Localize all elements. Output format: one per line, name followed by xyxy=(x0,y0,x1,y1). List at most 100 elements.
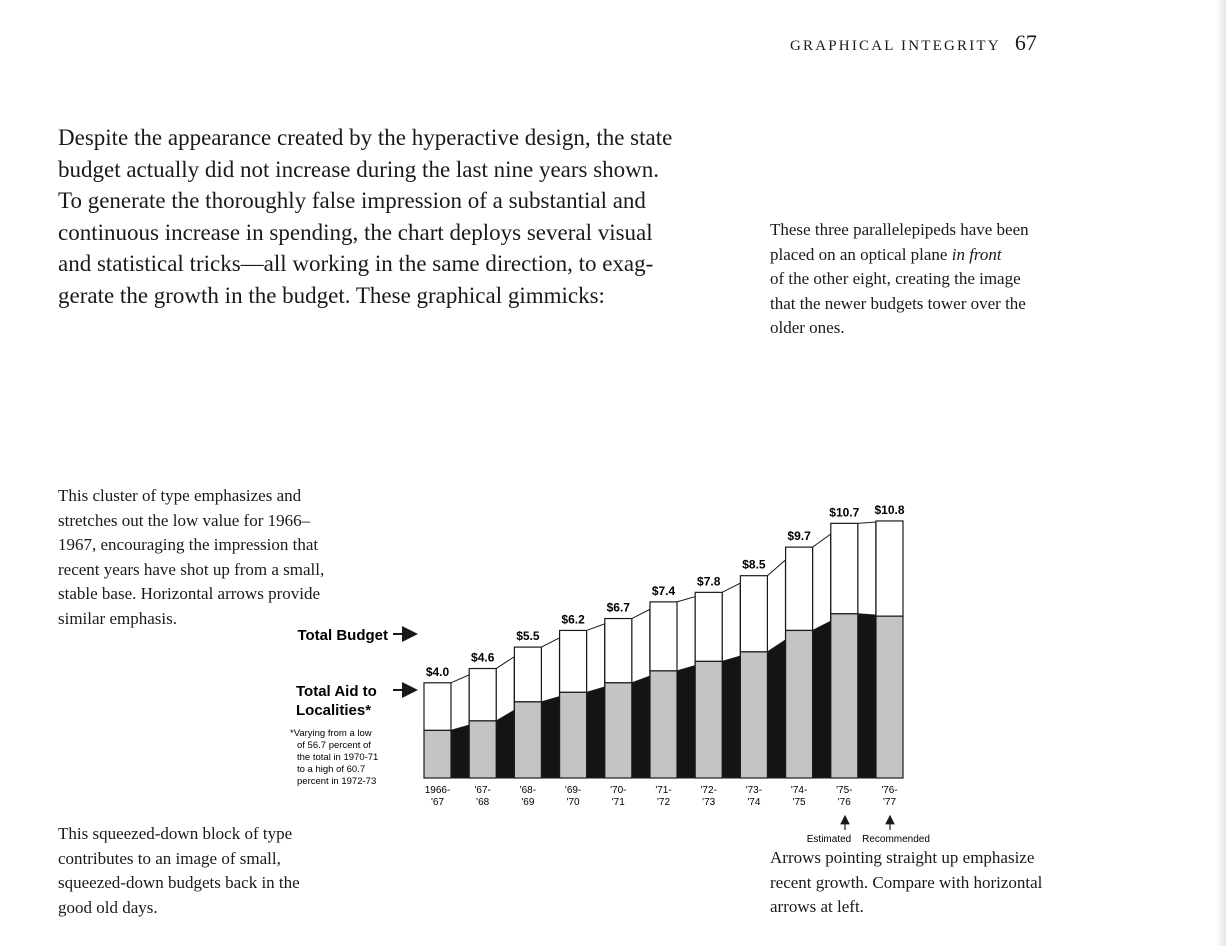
x-tick-label: '73 xyxy=(702,797,715,808)
bar-group xyxy=(694,582,741,779)
x-tick-label: '75 xyxy=(793,797,806,808)
legend-aid-line2: Localities* xyxy=(296,702,371,719)
bar-value-label: $5.5 xyxy=(516,629,540,643)
bar-total-budget xyxy=(649,601,678,672)
note-line: stable base. Horizontal arrows provide xyxy=(58,584,320,604)
note-line: squeezed-down budgets back in the xyxy=(58,873,300,893)
bar-side-aid xyxy=(540,695,560,779)
bar-aid-localities xyxy=(830,613,859,779)
bar-aid-localities xyxy=(558,691,588,779)
bar-total-budget xyxy=(423,682,452,731)
note-line: These three parallelepipeds have been xyxy=(770,220,1029,239)
recommended-label: Recommended xyxy=(862,834,930,845)
x-tick-label: '73- xyxy=(746,785,762,796)
bar-aid-localities xyxy=(649,670,678,779)
note-line: stretches out the low value for 1966– xyxy=(58,510,311,530)
body-line: budget actually did not increase during … xyxy=(58,156,660,182)
bar-value-label: $6.7 xyxy=(607,601,631,615)
bar-side-aid xyxy=(450,724,470,779)
footnote-line: the total in 1970-71 xyxy=(297,752,378,763)
bar-value-label: $4.6 xyxy=(471,651,495,665)
legend-total-budget: Total Budget xyxy=(297,627,388,644)
x-tick-label: '72 xyxy=(657,797,670,808)
bar-total-budget xyxy=(875,520,904,617)
bar-group xyxy=(830,521,877,779)
bar-value-label: $6.2 xyxy=(561,612,585,626)
x-tick-label: '74- xyxy=(791,785,807,796)
x-tick-label: '71- xyxy=(655,785,671,796)
x-tick-label: '77 xyxy=(883,797,896,808)
labels-layer: $4.0 1966-'67 $4.6 '67-'68 $5.5 '68-'69 $6.2 '6… xyxy=(425,503,905,808)
legend-aid-line1: Total Aid to xyxy=(296,683,377,700)
note-vertical-arrows: Arrows pointing straight up emphasize re… xyxy=(770,846,1110,920)
note-line-text: placed on an optical plane xyxy=(770,244,952,264)
bar-value-label: $10.8 xyxy=(874,503,904,517)
body-line: To generate the thoroughly false impress… xyxy=(58,188,646,214)
bar-side-aid xyxy=(586,686,606,779)
x-tick-label: '70- xyxy=(610,785,626,796)
footnote-line: of 56.7 percent of xyxy=(297,740,371,751)
bar-aid-localities xyxy=(423,729,452,779)
estimated-label: Estimated xyxy=(807,834,851,845)
bar-aid-localities xyxy=(468,720,497,779)
bar-group xyxy=(558,623,606,779)
note-line-emphasis: in front xyxy=(951,244,1002,264)
x-tick-label: '67 xyxy=(431,797,444,808)
note-line: Arrows pointing straight up emphasize xyxy=(770,848,1035,867)
bar-total-budget xyxy=(739,575,769,653)
note-line: good old days. xyxy=(58,897,158,917)
bar-aid-localities xyxy=(875,615,904,779)
x-tick-label: '75- xyxy=(836,785,852,796)
body-line: Despite the appearance created by the hy… xyxy=(58,125,673,150)
note-line: older ones. xyxy=(770,318,845,338)
x-tick-label: '69 xyxy=(521,797,534,808)
note-line: that the newer budgets tower over the xyxy=(770,293,1026,313)
note-line: of the other eight, creating the image xyxy=(770,269,1021,289)
note-type-cluster: This cluster of type emphasizes and stre… xyxy=(58,484,378,632)
bar-group xyxy=(784,533,832,779)
bar-side-aid xyxy=(495,709,515,779)
note-line: recent years have shot up from a small, xyxy=(58,559,325,579)
x-tick-label: '71 xyxy=(612,797,625,808)
bar-total-budget xyxy=(468,667,497,722)
note-squeezed-type: This squeezed-down block of type contrib… xyxy=(58,822,358,920)
x-tick-label: '68 xyxy=(476,797,489,808)
bar-group xyxy=(513,637,560,779)
bar-aid-localities xyxy=(513,701,543,779)
bar-group xyxy=(739,558,786,779)
bar-value-label: $7.8 xyxy=(697,574,721,588)
bar-group xyxy=(604,608,651,779)
footnote-line: *Varying from a low xyxy=(290,728,372,739)
bar-total-budget xyxy=(784,546,814,632)
bar-group xyxy=(875,520,904,779)
bar-group xyxy=(468,655,515,779)
x-tick-label: '74 xyxy=(747,797,760,808)
x-tick-label: '72- xyxy=(701,785,717,796)
bar-side-aid xyxy=(812,620,832,779)
bar-total-budget xyxy=(558,629,588,693)
bar-total-budget xyxy=(830,522,859,615)
bars-layer xyxy=(423,520,904,779)
note-parallelepipeds: These three parallelepipeds have been pl… xyxy=(770,218,1100,341)
bar-aid-localities xyxy=(694,660,723,779)
note-line: 1967, encouraging the impression that xyxy=(58,535,319,555)
bar-value-label: $10.7 xyxy=(829,505,859,519)
running-head: GRAPHICAL INTEGRITY 67 xyxy=(790,30,1100,56)
bar-side-aid xyxy=(631,675,651,779)
body-line: and statistical tricks—all working in th… xyxy=(58,251,654,277)
note-line: This cluster of type emphasizes and xyxy=(58,486,302,505)
x-tick-label: '69- xyxy=(565,785,581,796)
running-head-title: GRAPHICAL INTEGRITY xyxy=(790,38,1001,54)
bar-aid-localities xyxy=(739,651,769,779)
page-number: 67 xyxy=(1014,30,1037,55)
footnote-line: percent in 1972-73 xyxy=(297,776,376,787)
bar-side-aid xyxy=(857,613,877,779)
body-paragraph: Despite the appearance created by the hy… xyxy=(58,122,718,312)
note-line: contributes to an image of small, xyxy=(58,848,281,868)
bar-value-label: $8.5 xyxy=(742,558,766,572)
bar-value-label: $4.0 xyxy=(426,665,450,679)
x-tick-label: '76 xyxy=(838,797,851,808)
page-edge-shadow xyxy=(1216,0,1226,946)
x-tick-label: '67- xyxy=(475,785,491,796)
body-line: continuous increase in spending, the cha… xyxy=(58,219,653,245)
